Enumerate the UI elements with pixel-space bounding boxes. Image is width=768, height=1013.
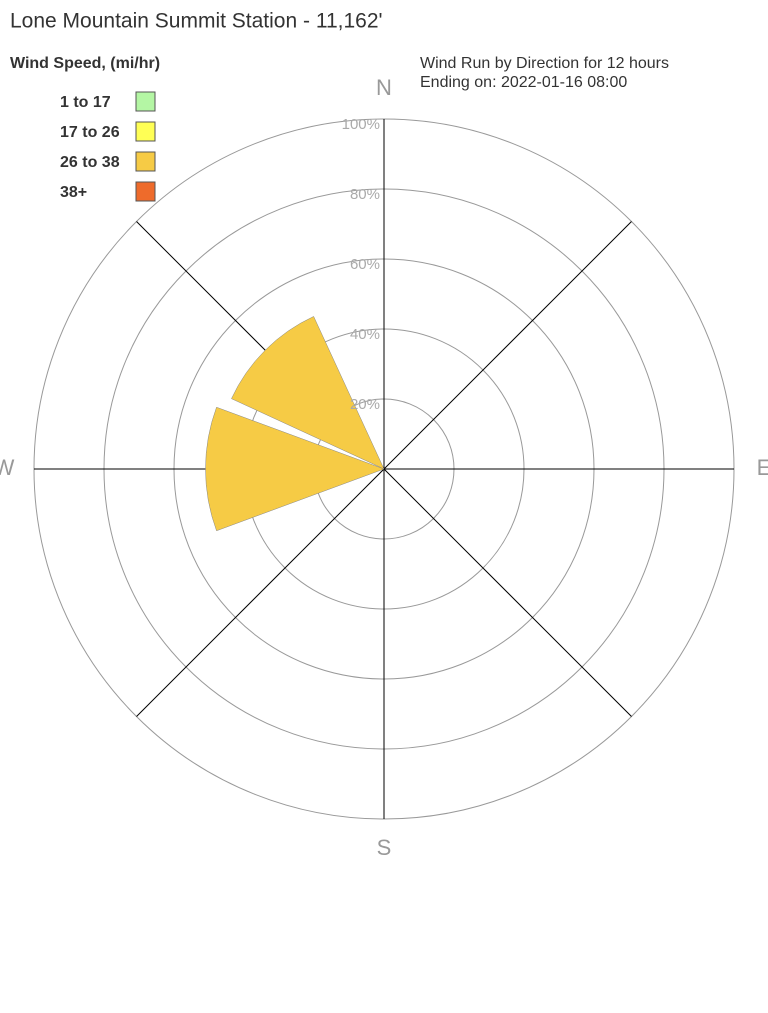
spoke: [383, 221, 632, 470]
legend-label: 1 to 17: [60, 94, 111, 111]
subtitle: Ending on: 2022-01-16 08:00: [420, 74, 627, 91]
chart-title: Lone Mountain Summit Station - 11,162': [10, 10, 383, 33]
legend-label: 38+: [60, 184, 87, 201]
legend-title: Wind Speed, (mi/hr): [10, 55, 160, 72]
direction-label: W: [0, 455, 15, 480]
direction-label: N: [376, 75, 392, 100]
legend-label: 17 to 26: [60, 124, 120, 141]
y-tick-label: 80%: [350, 186, 380, 203]
legend-swatch: [135, 121, 156, 142]
wedge: [231, 316, 385, 470]
legend-swatch: [135, 181, 156, 202]
legend-label: 26 to 38: [60, 154, 120, 171]
legend-swatch: [135, 151, 156, 172]
y-tick-label: 20%: [350, 396, 380, 413]
y-tick-label: 100%: [342, 116, 380, 133]
legend-swatch: [135, 91, 156, 112]
spoke: [136, 468, 385, 717]
spoke: [383, 468, 632, 717]
wedge: [205, 406, 385, 532]
direction-label: E: [757, 455, 768, 480]
y-tick-label: 60%: [350, 256, 380, 273]
subtitle: Wind Run by Direction for 12 hours: [420, 55, 669, 72]
direction-label: S: [377, 835, 392, 860]
y-tick-label: 40%: [350, 326, 380, 343]
